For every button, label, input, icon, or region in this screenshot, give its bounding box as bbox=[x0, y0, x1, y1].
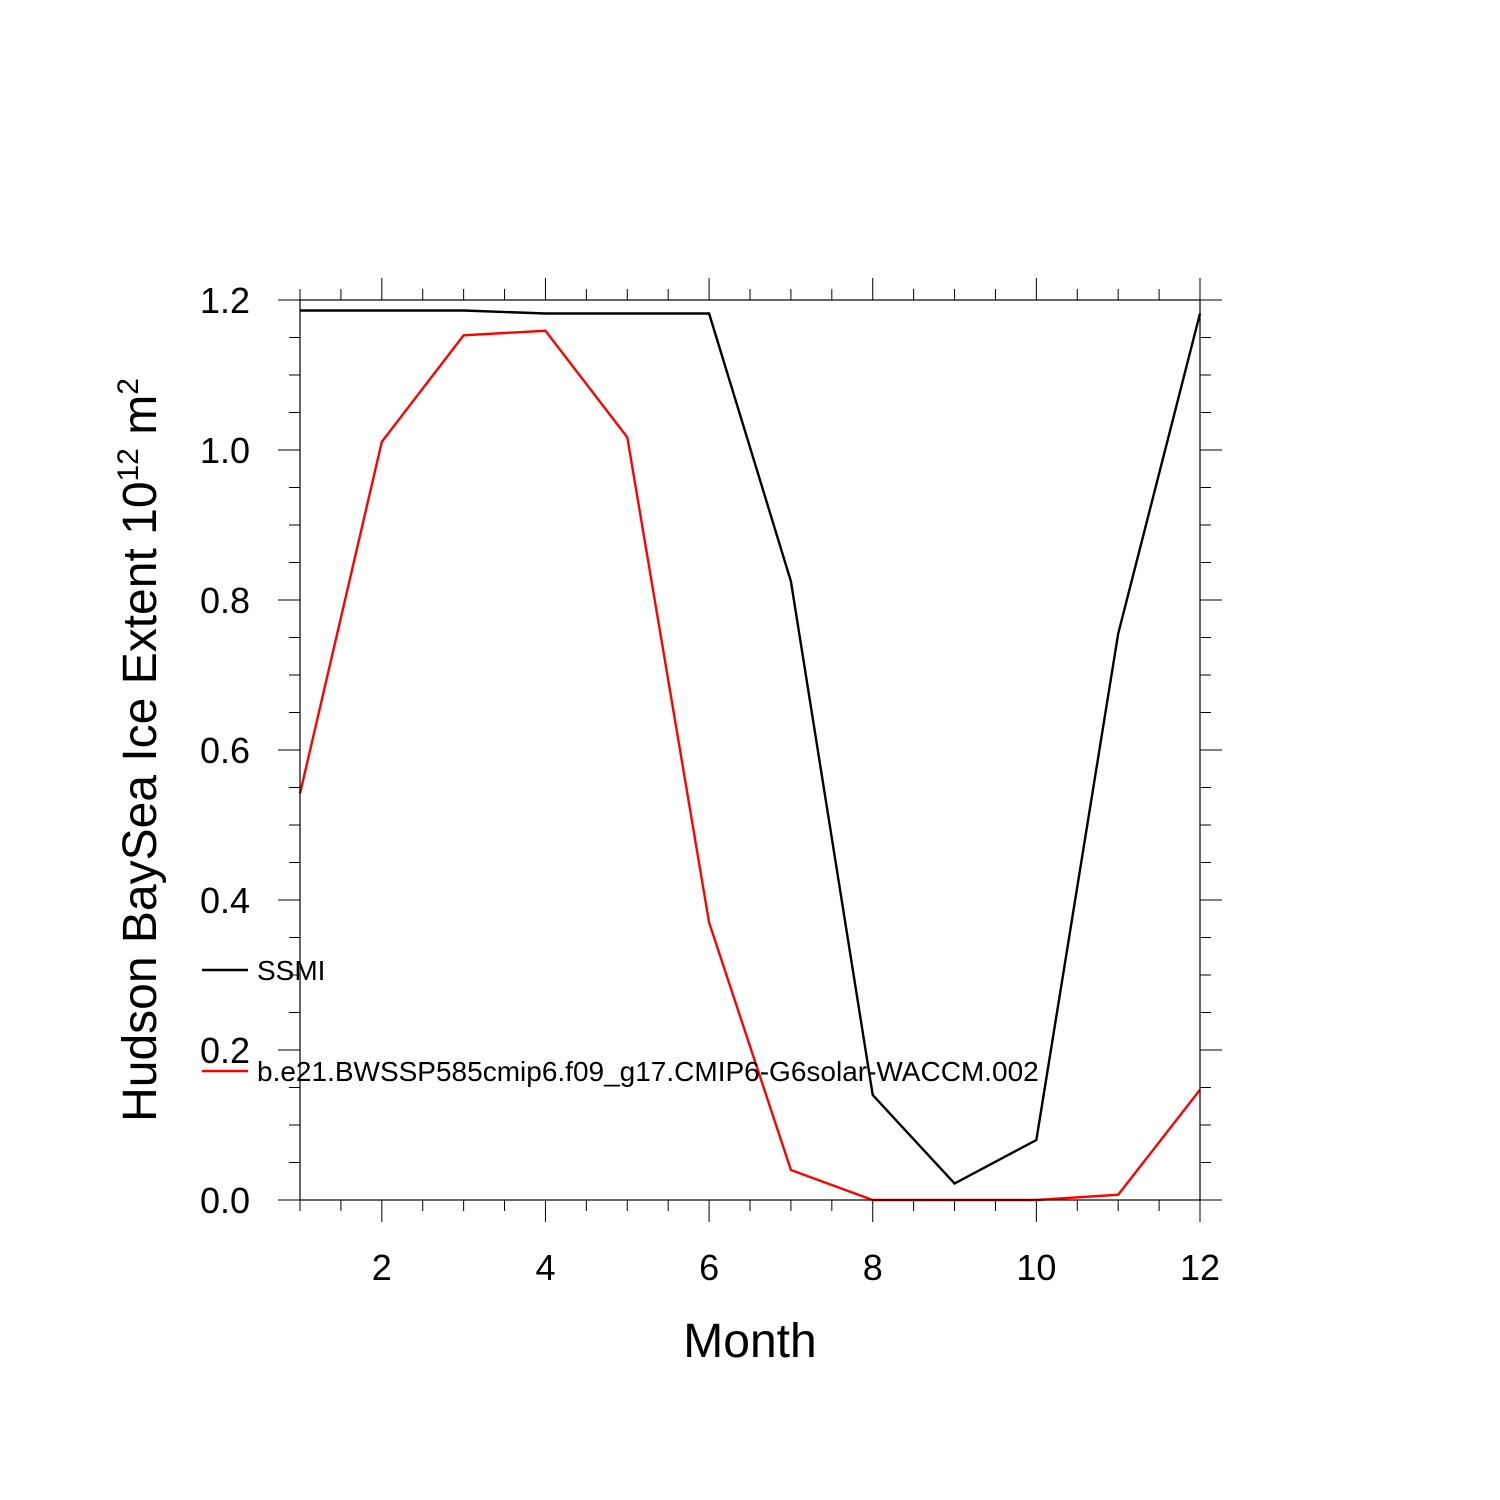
y-axis-title-exponent: 12 bbox=[112, 448, 145, 481]
legend: SSMI b.e21.BWSSP585cmip6.f09_g17.CMIP6-G6… bbox=[202, 955, 1039, 1087]
ticks-layer bbox=[278, 278, 1222, 1222]
y-tick-label: 0.0 bbox=[200, 1180, 250, 1221]
y-tick-label: 1.2 bbox=[200, 280, 250, 321]
legend-label: b.e21.BWSSP585cmip6.f09_g17.CMIP6-G6sola… bbox=[257, 1056, 1039, 1087]
x-tick-label: 12 bbox=[1180, 1247, 1220, 1288]
x-tick-label: 8 bbox=[863, 1247, 883, 1288]
series-line-model bbox=[298, 329, 1201, 1202]
plot-frame bbox=[299, 299, 1201, 1201]
y-axis-title: Hudson BaySea Ice Extent 1012 m2 bbox=[112, 378, 167, 1122]
y-tick-label: 0.6 bbox=[200, 730, 250, 771]
y-tick-label: 0.4 bbox=[200, 880, 250, 921]
x-tick-label: 4 bbox=[535, 1247, 555, 1288]
labels-layer: 2 4 6 8 10 12 0.0 0.2 0.4 0.6 0.8 1.0 1.2 bbox=[200, 280, 1220, 1288]
y-axis-title-main: Hudson BaySea Ice Extent 10 bbox=[114, 481, 167, 1121]
y-tick-label: 1.0 bbox=[200, 430, 250, 471]
y-tick-label: 0.8 bbox=[200, 580, 250, 621]
series-layer bbox=[298, 309, 1202, 1202]
y-axis-title-unit: m bbox=[114, 395, 167, 448]
x-tick-label: 6 bbox=[699, 1247, 719, 1288]
x-tick-label: 2 bbox=[372, 1247, 392, 1288]
y-axis-title-unit-exponent: 2 bbox=[112, 378, 145, 395]
x-tick-label: 10 bbox=[1016, 1247, 1056, 1288]
x-axis-title: Month bbox=[683, 1315, 816, 1368]
y-tick-label: 0.2 bbox=[200, 1030, 250, 1071]
legend-label: SSMI bbox=[257, 955, 325, 986]
series-line-ssmi bbox=[300, 309, 1202, 1185]
